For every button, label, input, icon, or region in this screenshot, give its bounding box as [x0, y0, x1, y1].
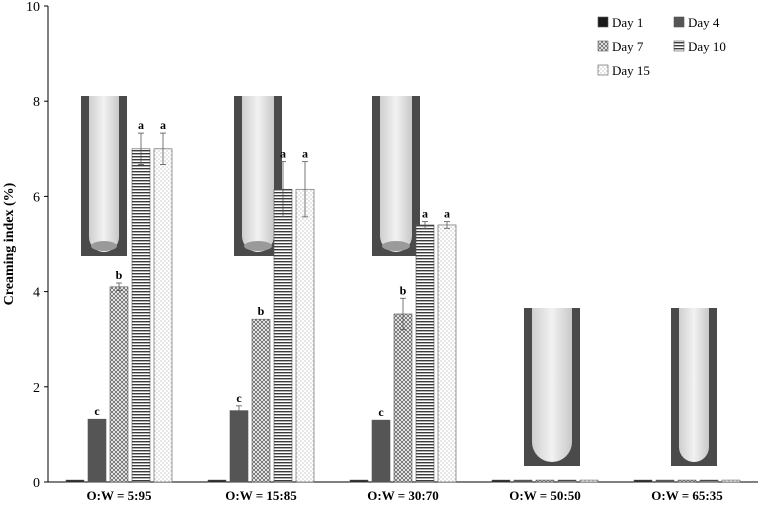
bar-day-1 [349, 479, 369, 483]
bar-day-4 [371, 419, 391, 483]
legend-swatch [597, 40, 609, 52]
legend-label: Day 10 [688, 39, 726, 54]
legend-swatch [673, 16, 685, 28]
legend-entry: Day 15 [597, 63, 650, 78]
bar-day-15 [295, 188, 315, 483]
y-axis-label: Creaming index (%) [2, 182, 17, 305]
significance-label: c [94, 404, 100, 418]
y-tick-label: 6 [33, 190, 40, 205]
bar-day-4 [229, 410, 249, 483]
bar-day-10 [131, 148, 151, 483]
tube-body [380, 96, 412, 252]
tube-sediment [91, 241, 117, 251]
legend-swatch [597, 16, 609, 28]
legend-swatch [673, 40, 685, 52]
tube-body [242, 96, 274, 252]
bar-day-7 [251, 318, 271, 483]
significance-label: a [302, 147, 308, 161]
bar-day-15 [579, 479, 599, 483]
y-tick-label: 2 [33, 381, 40, 396]
tube-photo [372, 96, 420, 256]
significance-label: b [400, 283, 407, 297]
y-tick-label: 10 [26, 0, 40, 15]
tube-body [532, 308, 572, 462]
bar-day-10 [415, 224, 435, 483]
significance-label: b [116, 268, 123, 282]
bar-day-7 [393, 313, 413, 483]
tube-photo [671, 308, 717, 466]
tube-photo [524, 308, 580, 466]
category-label: O:W = 15:85 [225, 488, 297, 503]
tube-sediment [244, 241, 272, 251]
category-label: O:W = 5:95 [87, 488, 152, 503]
bar-day-15 [437, 224, 457, 483]
bar-day-7 [109, 286, 129, 483]
category-label: O:W = 50:50 [509, 488, 580, 503]
significance-label: c [236, 391, 242, 405]
legend-label: Day 15 [612, 63, 650, 78]
y-tick-label: 0 [33, 476, 40, 491]
bar-day-4 [87, 418, 107, 483]
bar-day-10 [699, 479, 719, 483]
significance-label: a [422, 207, 428, 221]
tube-photo [81, 96, 127, 256]
bar-day-15 [721, 479, 741, 483]
bar-day-15 [153, 148, 173, 483]
bar-day-1 [491, 479, 511, 483]
legend-entry: Day 10 [673, 39, 726, 54]
category-label: O:W = 30:70 [367, 488, 438, 503]
bar-day-1 [65, 479, 85, 483]
legend-entry: Day 7 [597, 39, 644, 54]
significance-label: a [280, 147, 286, 161]
legend-entry: Day 4 [673, 15, 720, 30]
category-label: O:W = 65:35 [651, 488, 723, 503]
bar-day-1 [633, 479, 653, 483]
bar-day-7 [677, 479, 697, 483]
legend-swatch [597, 64, 609, 76]
tube-sediment [382, 241, 410, 251]
tube-body [89, 96, 119, 252]
legend-label: Day 1 [612, 15, 643, 30]
legend-entry: Day 1 [597, 15, 643, 30]
tube-body [679, 308, 709, 462]
bar-day-7 [535, 479, 555, 483]
significance-label: a [160, 118, 166, 132]
bar-day-4 [655, 479, 675, 483]
legend-label: Day 7 [612, 39, 644, 54]
bar-day-10 [557, 479, 577, 483]
y-tick-label: 4 [33, 286, 40, 301]
bar-day-1 [207, 479, 227, 483]
legend-label: Day 4 [688, 15, 720, 30]
significance-label: b [258, 304, 265, 318]
bar-day-10 [273, 188, 293, 483]
y-tick-label: 8 [33, 95, 40, 110]
significance-label: c [378, 405, 384, 419]
bar-day-4 [513, 479, 533, 483]
significance-label: a [444, 207, 450, 221]
significance-label: a [138, 118, 144, 132]
